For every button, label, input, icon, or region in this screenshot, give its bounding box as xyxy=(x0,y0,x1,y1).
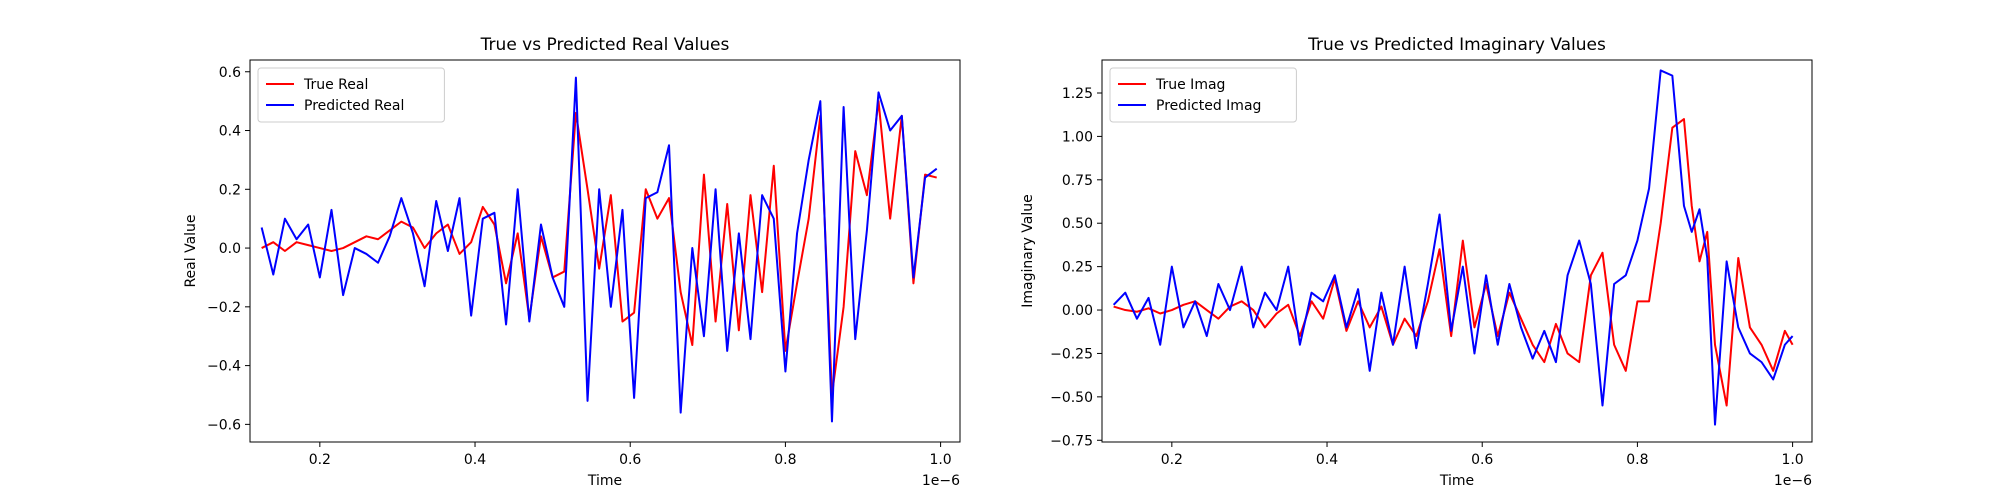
real-ytick-label: −0.4 xyxy=(207,359,241,375)
imag-ytick-label: 1.25 xyxy=(1062,86,1093,102)
imag-ytick-label: 0.50 xyxy=(1062,216,1093,232)
imag-xtick-label: 0.2 xyxy=(1161,452,1183,468)
imag-ytick-label: 0.75 xyxy=(1062,173,1093,189)
imag-ytick-label: −0.25 xyxy=(1050,346,1093,362)
real-ytick-label: 0.2 xyxy=(219,182,241,198)
imag-legend: True Imag Predicted Imag xyxy=(1109,67,1297,123)
real-legend-label: True Real xyxy=(303,77,368,93)
imag-x-axis-label: Time xyxy=(1439,473,1474,489)
real-plot-frame xyxy=(249,59,961,443)
imag-ytick-label: 0.25 xyxy=(1062,260,1093,276)
imag-ytick-label: −0.75 xyxy=(1050,433,1093,449)
imag-series-true-line xyxy=(1113,118,1794,407)
imag-xtick-label: 0.4 xyxy=(1316,452,1338,468)
real-chart-title: True vs Predicted Real Values xyxy=(480,35,730,55)
imag-ytick-label: 0.00 xyxy=(1062,303,1093,319)
real-legend: True Real Predicted Real xyxy=(257,67,445,123)
real-xtick-label: 0.8 xyxy=(774,452,796,468)
real-ytick-label: 0.6 xyxy=(219,65,241,81)
real-ytick-label: −0.2 xyxy=(207,300,241,316)
imag-chart: 0.2 0.4 0.6 0.8 1.0 −0.75 −0.50 −0.25 0.00 0.25 0.… xyxy=(1020,35,1813,489)
real-x-axis-label: Time xyxy=(587,473,622,489)
real-xtick-label: 0.2 xyxy=(309,452,331,468)
imag-xtick-label: 0.8 xyxy=(1626,452,1648,468)
imag-xtick-label: 1.0 xyxy=(1781,452,1803,468)
imag-legend-box xyxy=(1109,67,1297,123)
imag-plot-frame xyxy=(1101,59,1813,443)
imag-chart-title: True vs Predicted Imaginary Values xyxy=(1307,35,1606,55)
real-x-offset-label: 1e−6 xyxy=(922,473,960,489)
real-ytick-label: −0.6 xyxy=(207,417,241,433)
imag-x-offset-label: 1e−6 xyxy=(1774,473,1812,489)
real-xtick-label: 0.6 xyxy=(619,452,641,468)
real-ytick-label: 0.0 xyxy=(219,241,241,257)
imag-ytick-label: 1.00 xyxy=(1062,129,1093,145)
imag-series-predicted-line xyxy=(1112,69,1794,426)
real-xtick-label: 0.4 xyxy=(464,452,486,468)
imag-ytick-label: −0.50 xyxy=(1050,390,1093,406)
imag-legend-label: True Imag xyxy=(1155,77,1225,93)
real-legend-box xyxy=(257,67,445,123)
real-xtick-label: 1.0 xyxy=(929,452,951,468)
imag-xtick-label: 0.6 xyxy=(1471,452,1493,468)
real-series-predicted-line xyxy=(260,76,938,423)
real-ytick-label: 0.4 xyxy=(219,124,241,140)
imag-y-axis-label: Imaginary Value xyxy=(1020,194,1036,308)
real-chart: 0.2 0.4 0.6 0.8 1.0 −0.6 −0.4 −0.2 0.0 0.2 0.4 0.6 T… xyxy=(183,35,961,489)
imag-legend-label: Predicted Imag xyxy=(1156,98,1261,114)
real-y-axis-label: Real Value xyxy=(183,214,199,287)
real-legend-label: Predicted Real xyxy=(304,98,404,114)
